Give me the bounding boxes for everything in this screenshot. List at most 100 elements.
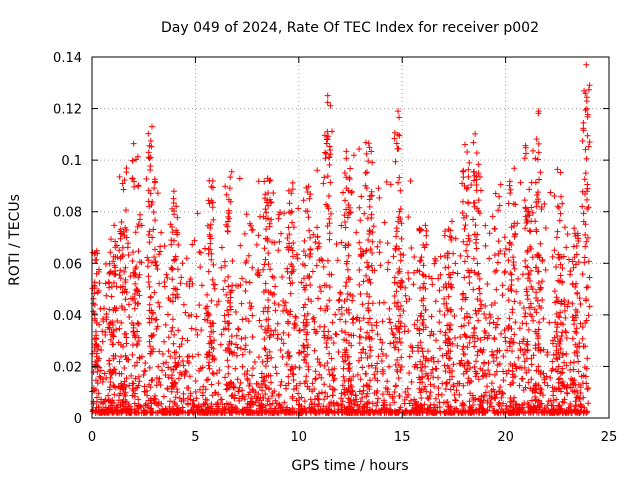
data-point — [108, 293, 115, 300]
data-point — [418, 310, 425, 317]
data-point — [533, 386, 540, 393]
data-point — [118, 303, 125, 310]
data-point — [461, 314, 468, 321]
data-point — [582, 146, 589, 153]
data-point — [362, 370, 369, 377]
data-point — [343, 206, 350, 213]
data-point — [490, 351, 497, 358]
data-point — [263, 373, 270, 380]
data-point — [527, 267, 534, 274]
data-point — [324, 223, 331, 230]
data-point — [367, 377, 374, 384]
data-point — [266, 401, 273, 408]
x-tick-label: 10 — [291, 430, 308, 445]
data-point — [123, 356, 130, 363]
data-point — [298, 403, 305, 410]
data-point — [577, 390, 584, 397]
data-point — [405, 327, 412, 334]
data-point — [110, 258, 117, 265]
data-point — [520, 304, 527, 311]
data-point — [309, 380, 316, 387]
data-point — [166, 403, 173, 410]
data-point — [235, 388, 242, 395]
data-point — [363, 401, 370, 408]
data-point — [493, 354, 500, 361]
data-point — [178, 371, 185, 378]
data-point — [265, 304, 272, 311]
data-point — [144, 263, 151, 270]
data-point — [267, 379, 274, 386]
data-point — [585, 204, 592, 211]
data-point — [466, 159, 473, 166]
data-point — [272, 397, 279, 404]
data-point — [102, 280, 109, 287]
data-point — [557, 320, 564, 327]
data-point — [170, 195, 177, 202]
data-point — [146, 283, 153, 290]
data-point — [422, 285, 429, 292]
data-point — [428, 370, 435, 377]
data-point — [451, 391, 458, 398]
data-point — [553, 355, 560, 362]
data-point — [492, 395, 499, 402]
data-point — [501, 327, 508, 334]
data-point — [535, 279, 542, 286]
data-point — [256, 317, 263, 324]
data-point — [192, 377, 199, 384]
data-point — [116, 228, 123, 235]
data-point — [154, 266, 161, 273]
data-point — [447, 233, 454, 240]
data-point — [431, 260, 438, 267]
data-point — [468, 404, 475, 411]
data-point — [345, 242, 352, 249]
data-point — [217, 341, 224, 348]
data-point — [145, 187, 152, 194]
data-point — [445, 335, 452, 342]
data-point — [153, 326, 160, 333]
data-point — [300, 275, 307, 282]
data-point — [551, 193, 558, 200]
data-point — [430, 409, 437, 416]
data-point — [475, 376, 482, 383]
data-point — [425, 348, 432, 355]
data-point — [314, 395, 321, 402]
data-point — [134, 328, 141, 335]
data-point — [95, 287, 102, 294]
data-point — [148, 123, 155, 130]
data-point — [262, 362, 269, 369]
data-point — [222, 183, 229, 190]
data-point — [315, 390, 322, 397]
data-point — [585, 86, 592, 93]
data-point — [227, 409, 234, 416]
data-point — [516, 340, 523, 347]
data-point — [507, 186, 514, 193]
data-point — [571, 225, 578, 232]
data-point — [326, 284, 333, 291]
data-point — [211, 389, 218, 396]
data-point — [417, 404, 424, 411]
data-point — [118, 218, 125, 225]
data-point — [559, 352, 566, 359]
data-point — [125, 252, 132, 259]
data-point — [534, 252, 541, 259]
data-point — [149, 376, 156, 383]
data-point — [374, 360, 381, 367]
data-point — [561, 408, 568, 415]
data-point — [285, 332, 292, 339]
data-point — [335, 306, 342, 313]
data-point — [397, 284, 404, 291]
data-point — [347, 396, 354, 403]
data-point — [169, 205, 176, 212]
data-point — [321, 381, 328, 388]
data-point — [583, 98, 590, 105]
data-point — [582, 221, 589, 228]
data-point — [555, 385, 562, 392]
data-point — [323, 201, 330, 208]
data-point — [450, 382, 457, 389]
data-point — [283, 361, 290, 368]
data-point — [485, 367, 492, 374]
data-point — [225, 363, 232, 370]
data-point — [395, 145, 402, 152]
data-point — [364, 215, 371, 222]
data-point — [170, 285, 177, 292]
